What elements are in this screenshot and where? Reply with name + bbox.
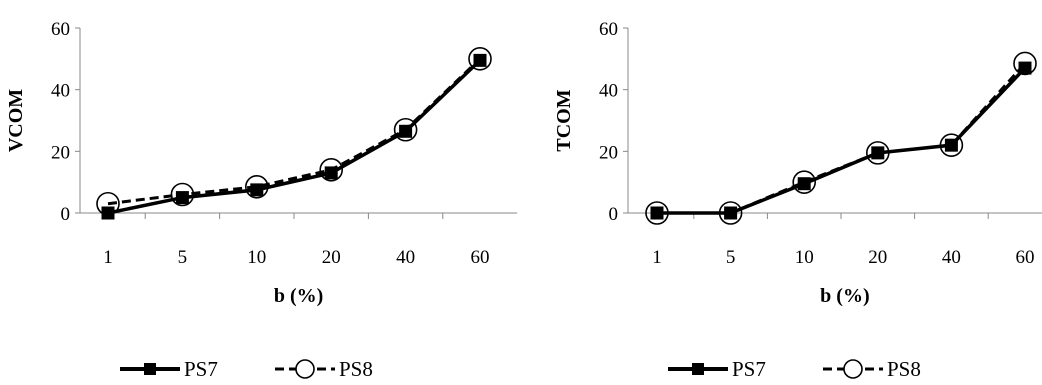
legend-item-ps7: PS7	[120, 357, 218, 381]
series-line-ps7	[107, 59, 482, 215]
legend-item-ps8: PS8	[823, 357, 921, 381]
y-tick-label: 20	[51, 142, 70, 163]
x-axis-title: b (%)	[820, 285, 869, 307]
x-tick-label: 1	[652, 247, 662, 268]
legend-label: PS7	[184, 357, 218, 381]
point-ps8	[792, 170, 817, 194]
point-ps7	[101, 206, 115, 220]
x-tick-label: 10	[795, 247, 814, 268]
point-ps8	[244, 174, 269, 199]
legend-marker	[144, 363, 156, 375]
legend-marker	[295, 359, 315, 379]
chart-1: 0 20 40 60 1 5 10 20 40 60 b (%) VCOM PS7 PS8	[5, 19, 518, 381]
y-axis-title: VCOM	[5, 89, 27, 152]
legend-marker	[843, 359, 863, 379]
x-tick-label: 1	[103, 247, 113, 268]
x-axis-title: b (%)	[274, 285, 323, 307]
legend-label: PS7	[732, 357, 766, 381]
point-ps8	[393, 117, 418, 142]
y-tick-label: 40	[51, 81, 70, 102]
point-ps8	[865, 141, 890, 165]
series-line-ps8	[657, 62, 1027, 215]
point-ps7	[650, 206, 664, 220]
point-ps7	[724, 206, 738, 220]
y-tick-label: 40	[599, 81, 618, 102]
x-tick-label: 40	[942, 247, 961, 268]
y-tick-label: 60	[599, 19, 618, 40]
x-tick-label: 10	[247, 247, 266, 268]
point-ps7	[250, 183, 264, 197]
point-ps8	[718, 201, 743, 225]
series-line-ps7	[657, 66, 1027, 215]
legend-label: PS8	[339, 357, 373, 381]
point-ps7	[1018, 61, 1032, 75]
legend: PS7 PS8	[120, 357, 373, 381]
x-tick-label: 5	[726, 247, 736, 268]
x-tick-label: 20	[868, 247, 887, 268]
point-ps8	[468, 47, 492, 71]
x-tick-label: 60	[1016, 247, 1035, 268]
y-tick-label: 20	[599, 142, 618, 163]
point-ps7	[175, 191, 189, 205]
point-ps7	[324, 166, 338, 180]
point-ps8	[319, 158, 344, 182]
x-tick-label: 40	[396, 247, 415, 268]
x-tick-label: 5	[178, 247, 188, 268]
point-ps7	[473, 53, 487, 67]
chart-2: 0 20 40 60 1 5 10 20 40 60 b (%) TCOM PS7 PS8	[553, 19, 1042, 381]
y-tick-label: 60	[51, 19, 70, 40]
y-tick-label: 0	[609, 204, 619, 225]
legend: PS7 PS8	[668, 357, 921, 381]
legend-marker	[692, 363, 704, 375]
point-ps8	[939, 133, 964, 157]
x-tick-label: 60	[471, 247, 490, 268]
legend-label: PS8	[887, 357, 921, 381]
legend-item-ps8: PS8	[275, 357, 373, 381]
legend-item-ps7: PS7	[668, 357, 766, 381]
point-ps7	[944, 138, 958, 152]
y-tick-label: 0	[61, 204, 71, 225]
point-ps7	[797, 177, 811, 191]
point-ps8	[170, 182, 195, 207]
x-tick-label: 20	[322, 247, 341, 268]
point-ps7	[871, 146, 885, 160]
point-ps7	[399, 124, 413, 138]
y-axis-title: TCOM	[553, 89, 575, 151]
point-ps8	[645, 201, 669, 225]
